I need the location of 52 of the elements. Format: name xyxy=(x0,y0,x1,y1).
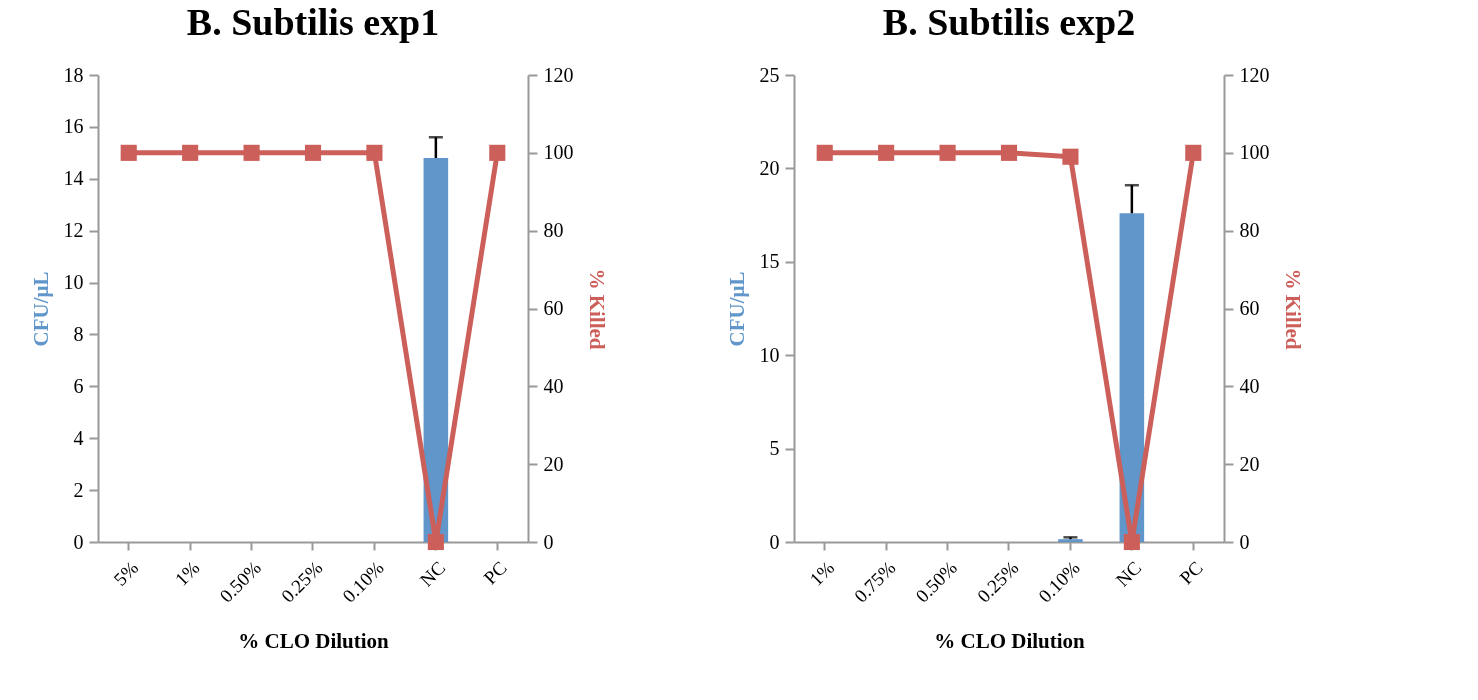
point xyxy=(1123,533,1140,551)
y2-axis-title: % Killed xyxy=(1280,268,1305,350)
y-tick-label: 2 xyxy=(73,478,84,501)
y-tick-label: 10 xyxy=(759,343,780,366)
point xyxy=(939,144,956,161)
y2-axis-title: % Killed xyxy=(584,268,609,350)
x-tick-label: PC xyxy=(479,557,511,589)
chart-title: B. Subtilis exp1 xyxy=(186,1,440,43)
point xyxy=(878,144,895,161)
y2-tick-label: 100 xyxy=(543,141,574,164)
y2-tick-label: 120 xyxy=(543,63,574,86)
y-tick-label: 5 xyxy=(769,437,780,460)
y2-tick-label: 40 xyxy=(543,374,564,397)
y-tick-label: 12 xyxy=(63,219,84,242)
y-tick-label: 14 xyxy=(63,167,84,190)
y-tick-label: 10 xyxy=(63,271,84,294)
y2-tick-label: 20 xyxy=(1239,452,1260,475)
y-tick-label: 20 xyxy=(759,156,780,179)
y2-tick-label: 100 xyxy=(1239,141,1270,164)
point xyxy=(1185,144,1202,161)
point xyxy=(1062,148,1079,165)
y-tick-label: 25 xyxy=(759,63,780,86)
x-tick-label: 1% xyxy=(170,556,204,590)
x-axis-title: % CLO Dilution xyxy=(238,628,390,653)
y2-tick-label: 20 xyxy=(543,452,564,475)
y-tick-label: 8 xyxy=(73,322,84,345)
point xyxy=(1000,144,1018,161)
y2-tick-label: 80 xyxy=(543,219,564,242)
x-tick-label: PC xyxy=(1175,557,1207,589)
point xyxy=(816,144,833,161)
y2-tick-label: 60 xyxy=(543,297,564,319)
y-tick-label: 16 xyxy=(63,115,84,138)
x-tick-label: NC xyxy=(415,557,450,591)
y2-tick-label: 60 xyxy=(1239,297,1260,319)
y-tick-label: 0 xyxy=(769,530,780,553)
y-tick-label: 0 xyxy=(73,530,84,553)
y-tick-label: 18 xyxy=(63,63,84,86)
x-tick-label: 5% xyxy=(109,556,143,590)
y-axis-title: CFU/μL xyxy=(28,271,53,347)
x-tick-label: 1% xyxy=(805,556,839,590)
x-axis-title: % CLO Dilution xyxy=(934,628,1086,653)
y-tick-label: 15 xyxy=(759,250,780,273)
y2-tick-label: 120 xyxy=(1239,63,1270,86)
x-tick-label: NC xyxy=(1111,557,1146,591)
y2-tick-label: 0 xyxy=(543,530,554,553)
y2-tick-label: 80 xyxy=(1239,219,1260,242)
y-tick-label: 4 xyxy=(73,426,84,449)
y-axis-title: CFU/μL xyxy=(724,271,749,347)
y2-tick-label: 40 xyxy=(1239,374,1260,397)
y-tick-label: 6 xyxy=(73,374,84,397)
y2-tick-label: 0 xyxy=(1239,530,1250,553)
chart-title: B. Subtilis exp2 xyxy=(882,1,1136,43)
